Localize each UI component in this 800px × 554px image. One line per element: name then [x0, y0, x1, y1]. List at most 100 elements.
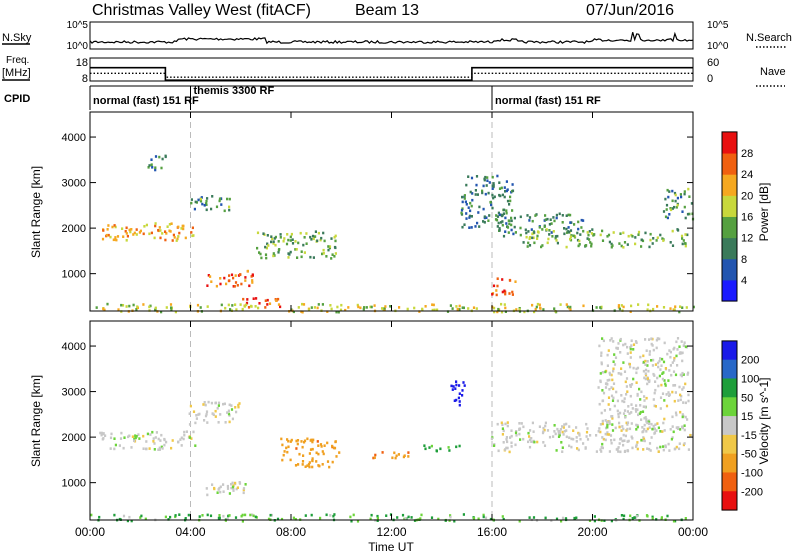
data-cell: [467, 307, 470, 310]
data-cell: [652, 348, 655, 352]
data-cell: [648, 245, 651, 249]
data-cell: [613, 363, 617, 366]
data-cell: [122, 514, 126, 518]
data-cell: [199, 197, 202, 201]
data-cell: [623, 370, 627, 373]
data-cell: [626, 440, 629, 443]
data-cell: [491, 187, 494, 190]
data-cell: [570, 445, 573, 449]
data-cell: [624, 416, 627, 419]
data-cell: [211, 195, 214, 198]
data-cell: [468, 214, 471, 218]
data-cell: [673, 447, 676, 451]
data-cell: [623, 514, 626, 518]
data-cell: [497, 307, 500, 311]
x-tick-label: 00:00: [75, 525, 105, 539]
data-cell: [668, 393, 671, 396]
data-cell: [641, 410, 645, 413]
data-cell: [635, 428, 638, 431]
data-cell: [199, 306, 202, 309]
data-cell: [458, 392, 461, 395]
data-cell: [446, 310, 450, 313]
data-cell: [528, 219, 531, 222]
data-cell: [463, 223, 466, 226]
data-cell: [637, 413, 640, 417]
data-cell: [662, 306, 666, 309]
data-cell: [655, 346, 658, 350]
data-cell: [648, 338, 651, 341]
data-cell: [578, 239, 581, 243]
data-cell: [129, 230, 132, 234]
data-cell: [647, 303, 650, 307]
data-cell: [506, 446, 509, 450]
data-cell: [381, 451, 384, 454]
data-cell: [501, 213, 504, 217]
data-cell: [635, 514, 638, 518]
data-cell: [455, 383, 458, 387]
nsearch-label: N.Search: [746, 32, 792, 44]
data-cell: [603, 519, 606, 522]
data-cell: [454, 387, 457, 390]
data-cell: [543, 428, 546, 432]
x-tick-label: 08:00: [276, 525, 306, 539]
data-cell: [670, 373, 673, 377]
data-cell: [312, 438, 315, 442]
data-cell: [247, 306, 251, 309]
data-cell: [311, 457, 314, 460]
colorbar-tick-label: 28: [741, 148, 753, 160]
data-cell: [548, 435, 552, 439]
data-cell: [165, 306, 168, 309]
data-cell: [228, 492, 231, 495]
data-cell: [665, 393, 668, 396]
data-cell: [467, 206, 470, 209]
data-cell: [681, 415, 684, 419]
data-cell: [179, 438, 182, 441]
data-cell: [644, 338, 647, 341]
data-cell: [326, 310, 329, 313]
data-cell: [635, 341, 638, 344]
data-cell: [458, 384, 461, 387]
data-cell: [684, 216, 687, 220]
data-cell: [232, 487, 235, 491]
data-cell: [674, 411, 678, 415]
data-cell: [615, 390, 618, 394]
data-cell: [630, 403, 633, 406]
data-cell: [611, 423, 614, 426]
data-cell: [475, 183, 478, 187]
data-cell: [424, 305, 427, 308]
data-cell: [655, 239, 658, 242]
data-cell: [487, 191, 490, 195]
data-cell: [604, 386, 608, 389]
data-cell: [376, 514, 379, 518]
data-cell: [335, 310, 338, 314]
data-cell: [492, 284, 496, 288]
data-cell: [394, 456, 397, 460]
data-cell: [681, 425, 684, 428]
data-cell: [585, 430, 589, 434]
data-cell: [234, 274, 237, 277]
data-cell: [257, 306, 260, 310]
data-cell: [570, 437, 573, 441]
data-cell: [585, 422, 588, 426]
data-cell: [431, 303, 434, 306]
data-cell: [555, 239, 558, 242]
data-cell: [676, 196, 679, 200]
data-cell: [334, 234, 337, 238]
data-cell: [240, 282, 243, 286]
data-cell: [659, 407, 662, 410]
data-cell: [528, 516, 531, 519]
data-cell: [300, 440, 303, 443]
data-cell: [167, 518, 170, 521]
data-cell: [252, 514, 255, 518]
data-cell: [632, 348, 635, 351]
data-cell: [672, 370, 676, 373]
data-cell: [612, 231, 615, 234]
data-cell: [555, 216, 558, 220]
data-cell: [636, 441, 639, 444]
data-cell: [526, 214, 529, 217]
colorbar-swatch: [722, 491, 737, 511]
data-cell: [228, 279, 231, 282]
data-cell: [291, 242, 295, 245]
data-cell: [618, 425, 621, 429]
data-cell: [303, 439, 307, 443]
